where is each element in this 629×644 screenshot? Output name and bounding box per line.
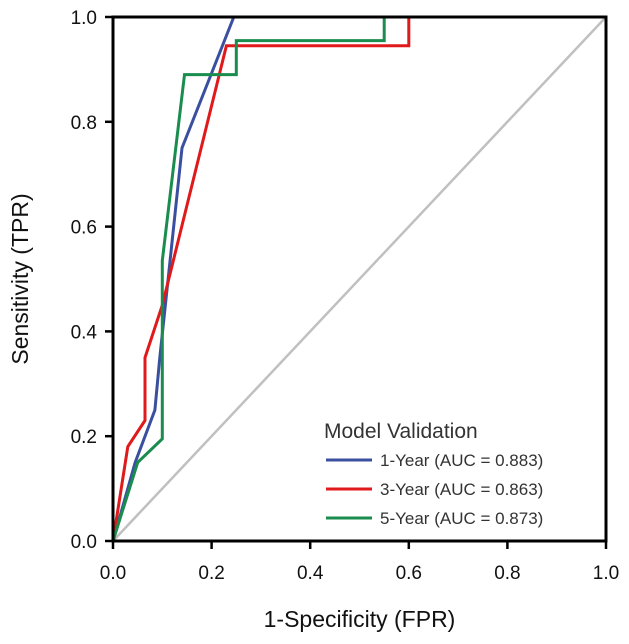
legend: Model Validation 1-Year (AUC = 0.883) 3-Ye… <box>324 420 543 528</box>
y-tick-label: 0.0 <box>71 532 97 553</box>
series-line-3 <box>111 15 606 542</box>
y-tick-label: 0.2 <box>71 427 97 448</box>
legend-label-2: 3-Year (AUC = 0.863) <box>380 480 543 499</box>
x-tick-label: 1.0 <box>593 563 619 584</box>
y-tick-label: 0.8 <box>71 113 97 134</box>
x-tick-label: 0.6 <box>396 563 422 584</box>
plot-frame <box>111 15 608 543</box>
plot-area <box>111 15 607 542</box>
x-tick-label: 0.2 <box>198 563 224 584</box>
reference-diagonal-line <box>112 16 607 542</box>
y-tick-label: 1.0 <box>71 8 97 29</box>
legend-label-3: 5-Year (AUC = 0.873) <box>380 509 543 528</box>
x-axis-title: 1-Specificity (FPR) <box>264 606 456 632</box>
x-tick-label: 0.0 <box>100 563 126 584</box>
y-tick-label: 0.6 <box>71 218 97 239</box>
x-tick-label: 0.8 <box>494 563 520 584</box>
y-axis-title: Sensitivity (TPR) <box>7 193 33 364</box>
axes: 0.0 0.2 0.4 0.6 0.8 1.0 0.0 0.2 0.4 0.6 0.8 1.0 <box>71 8 620 584</box>
y-tick-label: 0.4 <box>71 322 98 343</box>
legend-title: Model Validation <box>324 420 478 443</box>
legend-label-1: 1-Year (AUC = 0.883) <box>380 451 543 470</box>
x-tick-label: 0.4 <box>297 563 324 584</box>
